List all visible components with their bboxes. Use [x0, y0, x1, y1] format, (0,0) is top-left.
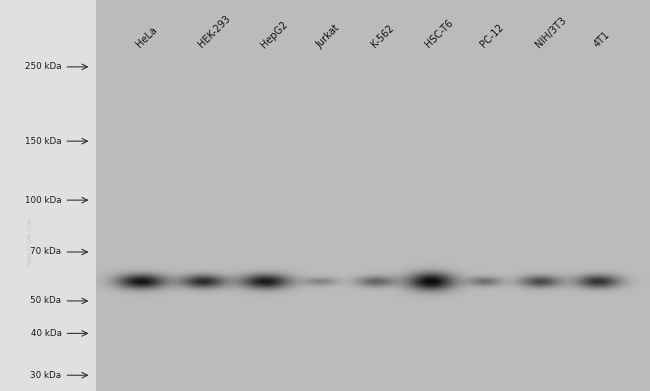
Text: K-562: K-562: [369, 23, 396, 50]
Text: WWW.PTGAB.COM: WWW.PTGAB.COM: [29, 218, 33, 267]
Text: 50 kDa: 50 kDa: [31, 296, 62, 305]
Text: 4T1: 4T1: [592, 30, 611, 50]
Text: HEK-293: HEK-293: [196, 14, 233, 50]
Text: HeLa: HeLa: [135, 25, 159, 50]
Text: HepG2: HepG2: [259, 19, 289, 50]
Text: HSC-T6: HSC-T6: [424, 18, 456, 50]
Text: 70 kDa: 70 kDa: [31, 248, 62, 256]
Text: 40 kDa: 40 kDa: [31, 329, 62, 338]
Text: PC-12: PC-12: [478, 22, 506, 50]
Text: 30 kDa: 30 kDa: [31, 371, 62, 380]
Text: 250 kDa: 250 kDa: [25, 63, 62, 72]
Text: 100 kDa: 100 kDa: [25, 196, 62, 204]
Text: NIH/3T3: NIH/3T3: [533, 15, 568, 50]
Text: 150 kDa: 150 kDa: [25, 137, 62, 146]
Text: Jurkat: Jurkat: [314, 22, 341, 50]
